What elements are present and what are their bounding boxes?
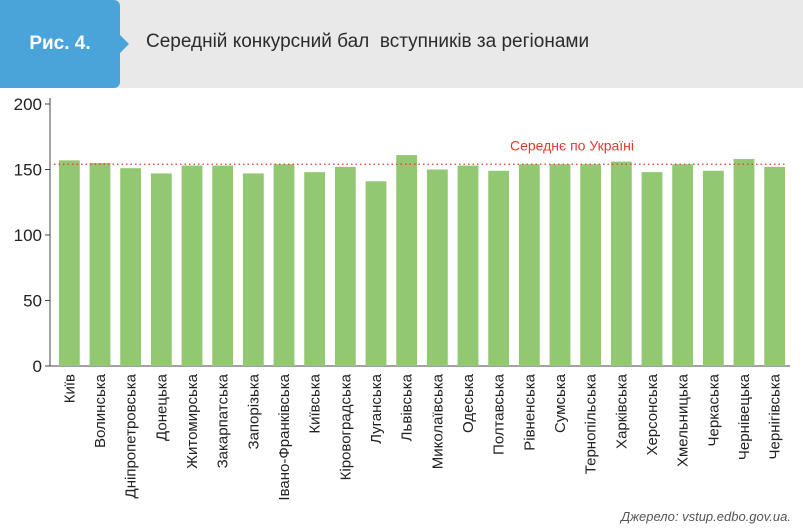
bar (242, 173, 264, 366)
bar (89, 162, 111, 366)
bar (334, 166, 356, 366)
bar (672, 164, 694, 366)
bar (426, 169, 448, 366)
badge-arrow-icon (120, 35, 129, 53)
x-tick-label: Херсонська (644, 373, 661, 455)
x-tick-label: Луганська (368, 373, 385, 443)
x-tick-label: Донецька (153, 373, 170, 441)
bar (764, 166, 786, 366)
bar (273, 164, 295, 366)
x-tick-label: Хмельницька (675, 373, 692, 467)
x-tick-label: Волинська (92, 373, 109, 448)
bar (488, 170, 510, 366)
x-tick-label: Черкаська (705, 373, 722, 446)
figure-label: Рис. 4. (0, 0, 120, 88)
bar (580, 164, 602, 366)
bar (150, 173, 172, 366)
x-tick-label: Тернопільська (583, 373, 600, 474)
average-label: Середнє по Україні (510, 137, 634, 153)
y-tick-label: 50 (23, 292, 42, 311)
bar (212, 165, 234, 366)
bar (610, 161, 632, 366)
bar (549, 164, 571, 366)
x-tick-label: Закарпатська (215, 373, 232, 468)
bar (457, 165, 479, 366)
x-tick-label: Харківська (613, 373, 630, 449)
x-tick-label: Запорізька (245, 373, 262, 449)
source-note: Джерело: vstup.edbo.gov.ua. (620, 509, 791, 524)
y-tick-label: 0 (33, 357, 42, 376)
x-tick-label: Київська (307, 373, 324, 433)
x-tick-label: Рівненська (521, 373, 538, 450)
x-tick-label: Чернівецька (736, 373, 753, 460)
bar (181, 165, 203, 366)
bar (304, 172, 326, 366)
x-tick-label: Сумська (552, 373, 569, 433)
bar (58, 160, 80, 366)
x-tick-label: Кіровоградська (337, 373, 354, 480)
bar (396, 155, 418, 366)
bar (702, 170, 724, 366)
x-tick-label: Київ (61, 374, 78, 403)
x-tick-label: Львівська (399, 373, 416, 441)
bar (120, 168, 142, 366)
y-tick-label: 200 (14, 95, 42, 114)
x-tick-label: Дніпропетровська (123, 373, 140, 498)
figure-title: Середній конкурсний бал вступників за ре… (146, 31, 590, 52)
y-tick-label: 100 (14, 226, 42, 245)
x-tick-label: Миколаївська (429, 373, 446, 469)
bar (641, 172, 663, 366)
x-tick-label: Одеська (460, 373, 477, 433)
x-tick-label: Полтавська (491, 373, 508, 455)
x-tick-label: Житомирська (184, 373, 201, 469)
y-tick-label: 150 (14, 161, 42, 180)
figure-header: Рис. 4. Середній конкурсний бал вступник… (0, 0, 803, 88)
x-tick-label: Івано-Франківська (276, 373, 293, 500)
bar (733, 159, 755, 366)
bar (518, 164, 540, 366)
bar (365, 181, 387, 366)
x-tick-label: Чернігівська (767, 373, 784, 459)
